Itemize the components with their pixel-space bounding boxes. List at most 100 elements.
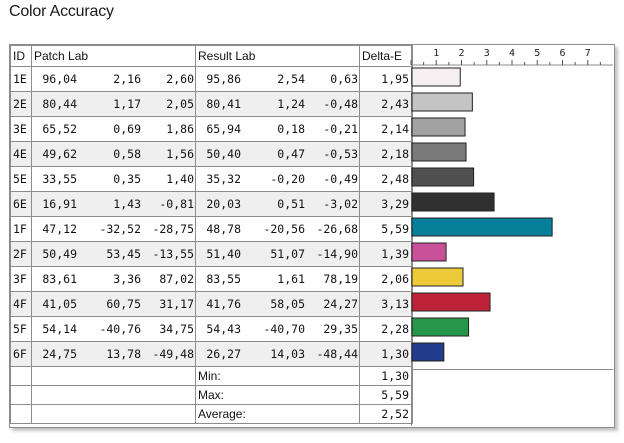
lab-value: 49,62 xyxy=(42,147,77,161)
patch-lab-cell: 16,91 1,43 -0,81 xyxy=(31,191,196,217)
lab-value: 35,32 xyxy=(206,172,241,186)
lab-value: 58,05 xyxy=(270,297,305,311)
lab-value: 41,05 xyxy=(42,297,77,311)
bar-5f xyxy=(411,317,470,337)
summary-value: 2,52 xyxy=(359,404,413,424)
lab-value: 1,86 xyxy=(166,122,194,136)
summary-row: Average: 2,52 xyxy=(10,404,413,424)
result-lab-cell: 54,43 -40,70 29,35 xyxy=(195,316,360,342)
lab-value: 54,43 xyxy=(206,322,241,336)
delta-e-value: 1,39 xyxy=(359,241,413,267)
patch-lab-cell: 24,75 13,78 -49,48 xyxy=(31,341,196,367)
lab-value: 0,35 xyxy=(113,172,141,186)
lab-value: 48,78 xyxy=(206,222,241,236)
lab-value: 2,05 xyxy=(166,97,194,111)
lab-value: 51,07 xyxy=(270,247,305,261)
lab-value: 0,69 xyxy=(113,122,141,136)
bar-3e xyxy=(411,117,466,137)
lab-value: 1,56 xyxy=(166,147,194,161)
lab-value: 14,03 xyxy=(270,347,305,361)
x-tick-label: 1 xyxy=(433,48,439,59)
lab-value: 2,16 xyxy=(113,72,141,86)
lab-value: 47,12 xyxy=(42,222,77,236)
delta-e-column-header: Delta-E xyxy=(359,45,413,67)
table-row: 4E 49,62 0,58 1,56 50,40 0,47 -0,53 2,18 xyxy=(10,141,413,167)
bar-6f xyxy=(411,342,445,362)
lab-value: 0,51 xyxy=(277,197,305,211)
summary-value: 5,59 xyxy=(359,385,413,405)
lab-value: 65,94 xyxy=(206,122,241,136)
lab-value: -0,49 xyxy=(323,172,358,186)
lab-value: -40,76 xyxy=(99,322,141,336)
lab-value: -48,44 xyxy=(316,347,358,361)
lab-value: -0,53 xyxy=(323,147,358,161)
table-row: 1F 47,12 -32,52 -28,75 48,78 -20,56 -26,68 5,59 xyxy=(10,216,413,242)
bar-2f xyxy=(411,242,447,262)
color-accuracy-table: ID Patch Lab Result Lab Delta-E 1E 96,04 2… xyxy=(10,45,413,424)
result-lab-cell: 51,40 51,07 -14,90 xyxy=(195,241,360,267)
bar-3f xyxy=(411,267,464,287)
result-lab-cell: 83,55 1,61 78,19 xyxy=(195,266,360,292)
lab-value: 60,75 xyxy=(106,297,141,311)
table-row: 6F 24,75 13,78 -49,48 26,27 14,03 -48,44 1,30 xyxy=(10,341,413,367)
bar-6e xyxy=(411,192,495,212)
bar-4e xyxy=(411,142,467,162)
lab-value: 0,58 xyxy=(113,147,141,161)
table-row: 4F 41,05 60,75 31,17 41,76 58,05 24,27 3,13 xyxy=(10,291,413,317)
table-row: 6E 16,91 1,43 -0,81 20,03 0,51 -3,02 3,29 xyxy=(10,191,413,217)
lab-value: 50,49 xyxy=(42,247,77,261)
patch-lab-cell: 41,05 60,75 31,17 xyxy=(31,291,196,317)
lab-value: -0,20 xyxy=(270,172,305,186)
delta-e-value: 2,06 xyxy=(359,266,413,292)
x-tick-label: 4 xyxy=(509,48,515,59)
summary-label: Average: xyxy=(195,404,360,424)
result-lab-cell: 80,41 1,24 -0,48 xyxy=(195,91,360,117)
bar-2e xyxy=(411,92,473,112)
summary-label: Min: xyxy=(195,366,360,386)
lab-value: 1,40 xyxy=(166,172,194,186)
lab-value: 1,24 xyxy=(277,97,305,111)
x-tick-label: 7 xyxy=(585,48,591,59)
lab-value: 2,54 xyxy=(277,72,305,86)
table-row: 2F 50,49 53,45 -13,55 51,40 51,07 -14,90 1,39 xyxy=(10,241,413,267)
table-row: 3F 83,61 3,36 87,02 83,55 1,61 78,19 2,06 xyxy=(10,266,413,292)
lab-value: 2,60 xyxy=(166,72,194,86)
lab-value: -13,55 xyxy=(152,247,194,261)
lab-value: 29,35 xyxy=(323,322,358,336)
patch-lab-cell: 65,52 0,69 1,86 xyxy=(31,116,196,142)
lab-value: 65,52 xyxy=(42,122,77,136)
lab-value: 78,19 xyxy=(323,272,358,286)
x-tick-label: 6 xyxy=(559,48,565,59)
lab-value: 1,61 xyxy=(277,272,305,286)
lab-value: 33,55 xyxy=(42,172,77,186)
lab-value: 24,75 xyxy=(42,347,77,361)
page-title: Color Accuracy xyxy=(9,3,114,20)
lab-value: 96,04 xyxy=(42,72,77,86)
result-lab-cell: 95,86 2,54 0,63 xyxy=(195,66,360,92)
lab-value: -26,68 xyxy=(316,222,358,236)
lab-value: 51,40 xyxy=(206,247,241,261)
lab-value: -0,81 xyxy=(159,197,194,211)
table-row: 5F 54,14 -40,76 34,75 54,43 -40,70 29,35 2,28 xyxy=(10,316,413,342)
lab-value: -28,75 xyxy=(152,222,194,236)
patch-id: 1E xyxy=(10,66,32,92)
lab-value: 13,78 xyxy=(106,347,141,361)
lab-value: 16,91 xyxy=(42,197,77,211)
table-row: 3E 65,52 0,69 1,86 65,94 0,18 -0,21 2,14 xyxy=(10,116,413,142)
lab-value: 26,27 xyxy=(206,347,241,361)
lab-value: 83,61 xyxy=(42,272,77,286)
lab-value: 83,55 xyxy=(206,272,241,286)
patch-id: 1F xyxy=(10,216,32,242)
lab-value: 1,43 xyxy=(113,197,141,211)
patch-id: 4E xyxy=(10,141,32,167)
lab-value: 80,41 xyxy=(206,97,241,111)
lab-value: -20,56 xyxy=(263,222,305,236)
lab-value: 34,75 xyxy=(159,322,194,336)
delta-e-value: 5,59 xyxy=(359,216,413,242)
summary-row: Max: 5,59 xyxy=(10,385,413,405)
delta-e-value: 1,30 xyxy=(359,341,413,367)
lab-value: -40,70 xyxy=(263,322,305,336)
lab-value: -49,48 xyxy=(152,347,194,361)
lab-value: -3,02 xyxy=(323,197,358,211)
